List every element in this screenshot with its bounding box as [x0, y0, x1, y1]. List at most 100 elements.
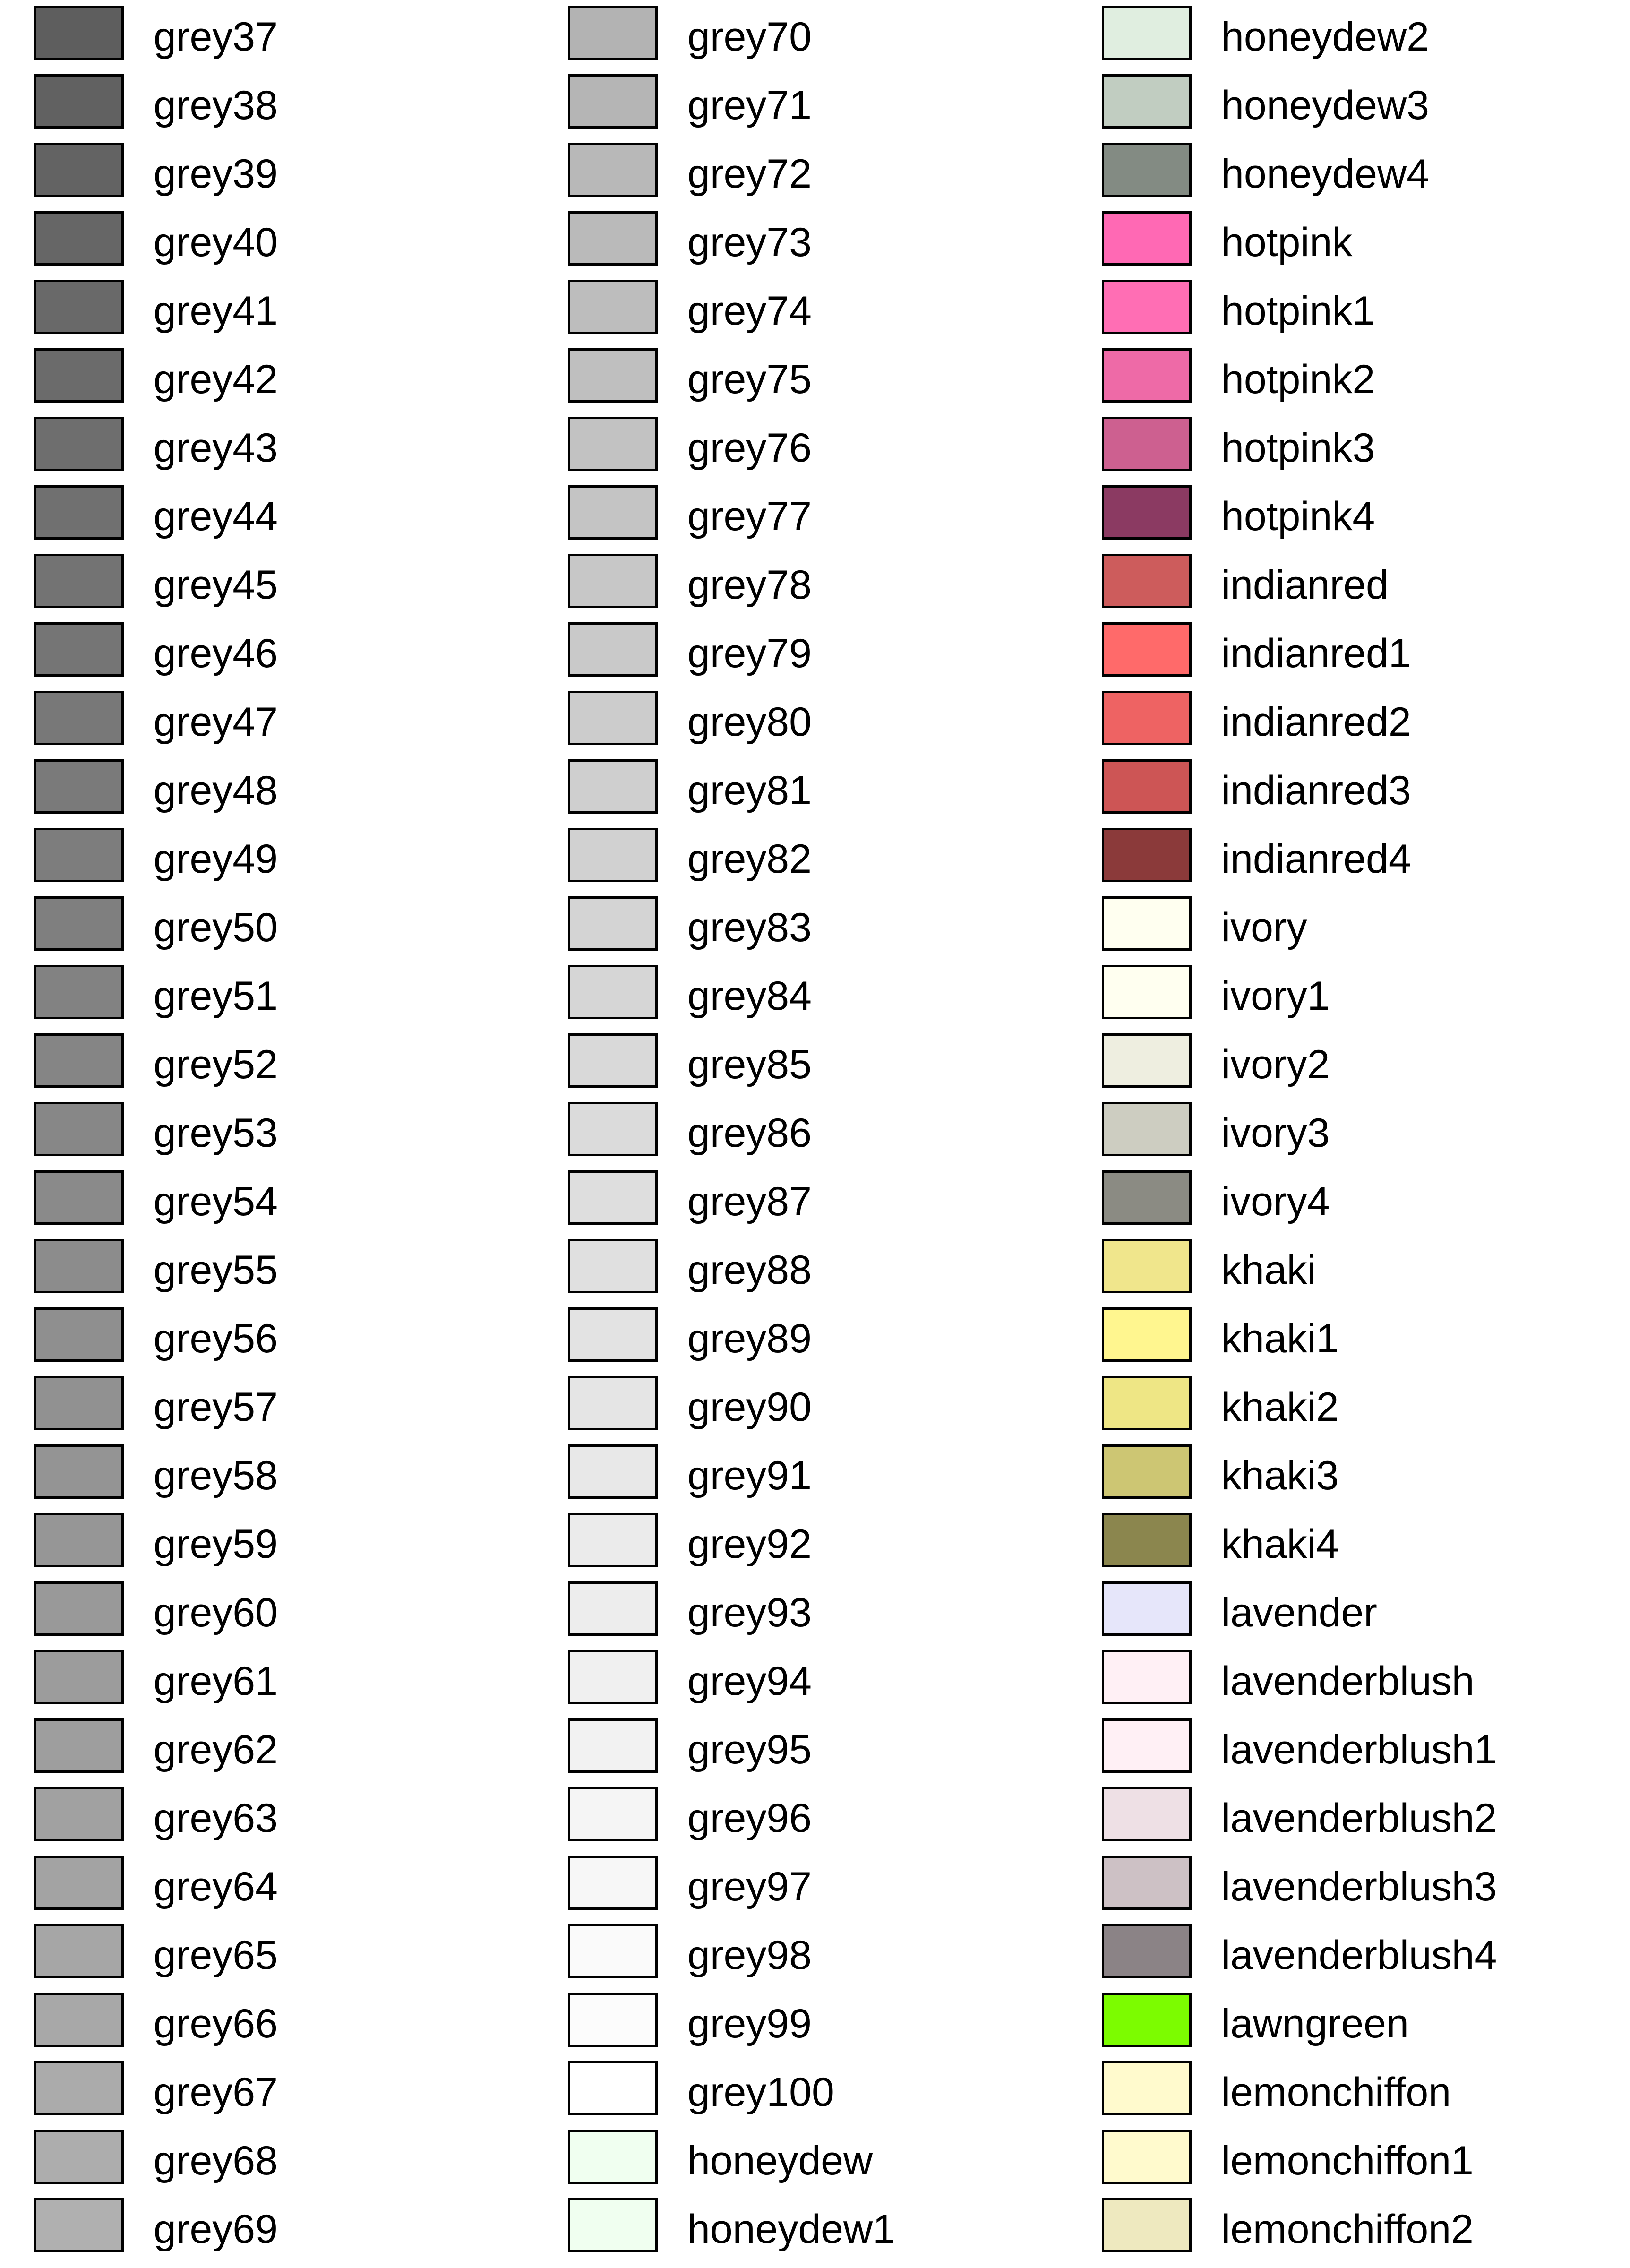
- color-name-label: grey71: [687, 83, 812, 128]
- color-swatch: [568, 280, 658, 334]
- color-name-label: grey53: [154, 1110, 278, 1156]
- color-entry: grey49: [0, 822, 534, 891]
- color-swatch: [1102, 485, 1192, 540]
- color-name-label: honeydew1: [687, 2207, 895, 2252]
- color-name-label: indianred4: [1221, 836, 1411, 882]
- color-swatch: [568, 1307, 658, 1362]
- color-entry: grey74: [534, 274, 1068, 343]
- color-swatch: [1102, 1307, 1192, 1362]
- color-name-label: grey88: [687, 1247, 812, 1293]
- color-name-label: lemonchiffon: [1221, 2070, 1451, 2115]
- color-entry: grey41: [0, 274, 534, 343]
- color-entry: grey99: [534, 1987, 1068, 2055]
- color-entry: ivory2: [1068, 1028, 1602, 1096]
- color-name-label: grey43: [154, 425, 278, 471]
- color-name-label: grey72: [687, 151, 812, 197]
- color-name-label: honeydew: [687, 2138, 873, 2183]
- color-entry: grey53: [0, 1096, 534, 1165]
- color-swatch: [1102, 1170, 1192, 1225]
- color-swatch: [568, 348, 658, 403]
- color-swatch: [568, 1718, 658, 1773]
- color-name-label: khaki4: [1221, 1521, 1339, 1567]
- color-entry: grey66: [0, 1987, 534, 2055]
- color-name-label: grey70: [687, 14, 812, 60]
- color-swatch: [568, 691, 658, 745]
- color-swatch: [34, 554, 124, 608]
- color-swatch: [34, 1718, 124, 1773]
- color-swatch: [1102, 2198, 1192, 2252]
- color-swatch: [34, 1924, 124, 1978]
- color-name-label: indianred1: [1221, 631, 1411, 676]
- color-swatch: [568, 759, 658, 814]
- color-name-label: grey69: [154, 2207, 278, 2252]
- color-swatch: [1102, 1033, 1192, 1088]
- color-swatch: [1102, 965, 1192, 1019]
- color-entry: lawngreen: [1068, 1987, 1602, 2055]
- color-swatch: [568, 1170, 658, 1225]
- color-entry: grey62: [0, 1713, 534, 1781]
- color-entry: grey69: [0, 2192, 534, 2261]
- color-swatch: [1102, 1718, 1192, 1773]
- color-entry: lavenderblush4: [1068, 1918, 1602, 1987]
- color-entry: grey89: [534, 1302, 1068, 1370]
- color-entry: grey58: [0, 1439, 534, 1507]
- color-name-label: grey44: [154, 494, 278, 539]
- color-entry: ivory1: [1068, 959, 1602, 1028]
- color-entry: honeydew4: [1068, 137, 1602, 206]
- color-swatch: [34, 1033, 124, 1088]
- color-entry: grey75: [534, 343, 1068, 411]
- color-swatch: [34, 1787, 124, 1841]
- color-name-label: lavenderblush: [1221, 1658, 1475, 1704]
- color-entry: grey84: [534, 959, 1068, 1028]
- color-name-label: ivory: [1221, 905, 1307, 950]
- color-entry: grey86: [534, 1096, 1068, 1165]
- color-name-label: grey47: [154, 699, 278, 745]
- color-entry: khaki3: [1068, 1439, 1602, 1507]
- color-entry: grey70: [534, 0, 1068, 69]
- color-swatch: [1102, 348, 1192, 403]
- color-swatch: [568, 1239, 658, 1293]
- color-entry: honeydew3: [1068, 69, 1602, 137]
- color-entry: grey38: [0, 69, 534, 137]
- color-entry: grey61: [0, 1644, 534, 1713]
- color-name-label: indianred: [1221, 562, 1389, 608]
- color-entry: grey79: [534, 617, 1068, 685]
- color-name-label: lawngreen: [1221, 2001, 1409, 2046]
- color-swatch: [568, 554, 658, 608]
- color-swatch: [34, 280, 124, 334]
- color-name-label: hotpink3: [1221, 425, 1375, 471]
- color-swatch: [34, 1239, 124, 1293]
- color-name-label: grey95: [687, 1727, 812, 1772]
- color-name-label: grey56: [154, 1316, 278, 1361]
- color-swatch: [34, 759, 124, 814]
- color-entry: lavenderblush1: [1068, 1713, 1602, 1781]
- color-swatch: [1102, 1924, 1192, 1978]
- color-entry: khaki2: [1068, 1370, 1602, 1439]
- color-name-label: lavender: [1221, 1590, 1377, 1635]
- color-entry: khaki: [1068, 1233, 1602, 1302]
- color-entry: grey76: [534, 411, 1068, 480]
- color-swatch: [1102, 896, 1192, 951]
- color-name-label: grey76: [687, 425, 812, 471]
- color-entry: lemonchiffon: [1068, 2055, 1602, 2124]
- color-entry: grey96: [534, 1781, 1068, 1850]
- color-entry: hotpink3: [1068, 411, 1602, 480]
- color-entry: grey98: [534, 1918, 1068, 1987]
- color-swatch: [568, 828, 658, 882]
- color-name-label: grey42: [154, 357, 278, 402]
- color-entry: lavenderblush: [1068, 1644, 1602, 1713]
- color-swatch: [34, 1307, 124, 1362]
- color-name-label: grey62: [154, 1727, 278, 1772]
- color-entry: grey78: [534, 548, 1068, 617]
- color-entry: grey73: [534, 206, 1068, 274]
- color-entry: ivory: [1068, 891, 1602, 959]
- color-swatch: [568, 485, 658, 540]
- color-swatch: [568, 1856, 658, 1910]
- color-entry: honeydew1: [534, 2192, 1068, 2261]
- color-entry: grey64: [0, 1850, 534, 1918]
- color-swatch: [1102, 1650, 1192, 1704]
- color-name-label: grey99: [687, 2001, 812, 2046]
- color-swatch: [568, 1444, 658, 1499]
- color-entry: grey47: [0, 685, 534, 754]
- color-entry: grey63: [0, 1781, 534, 1850]
